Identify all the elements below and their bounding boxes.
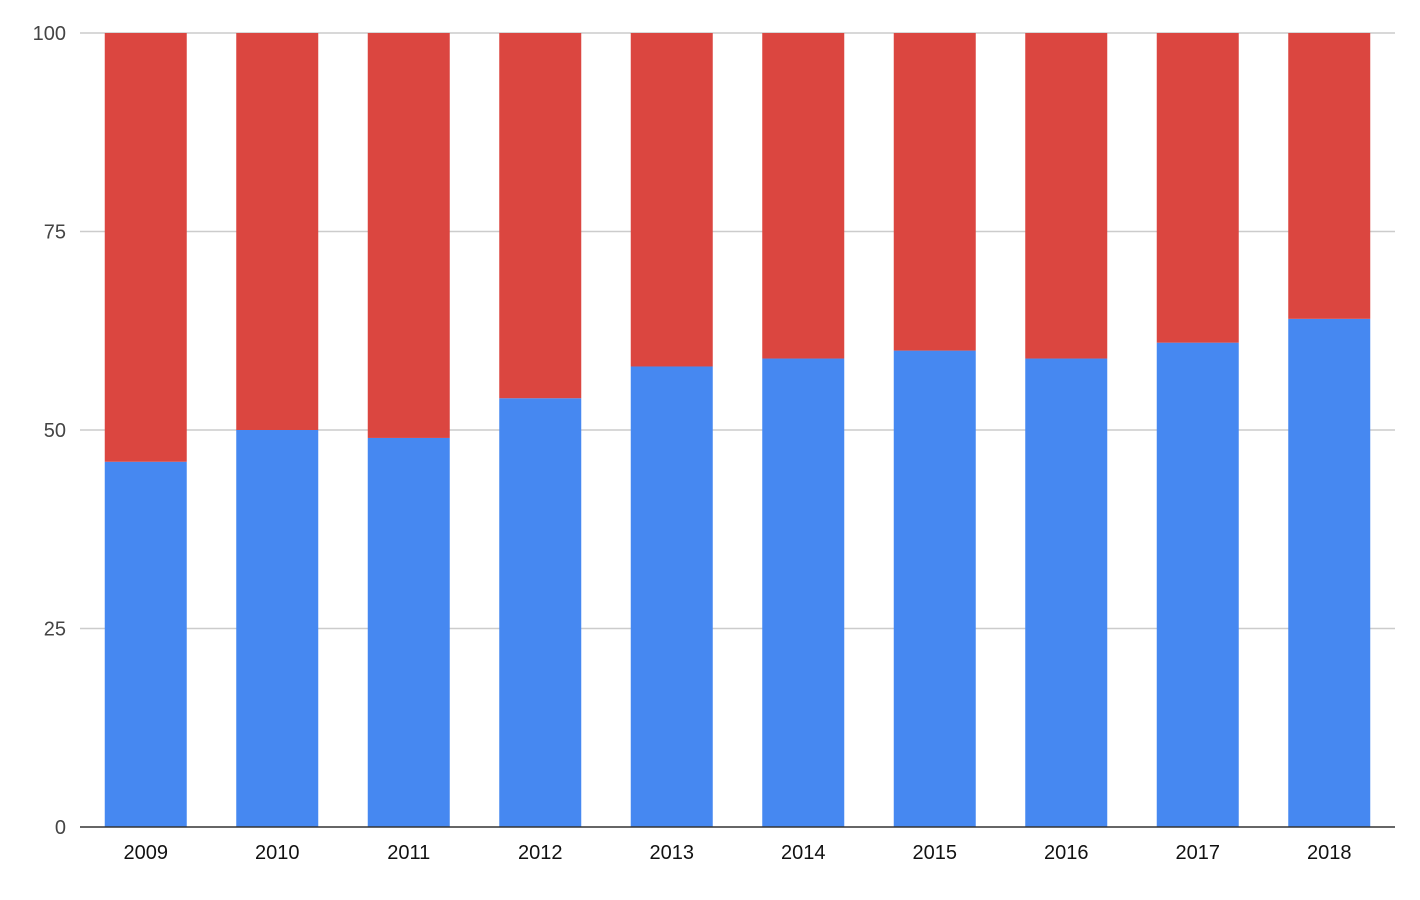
bar-2009-series-2 bbox=[104, 33, 187, 462]
bars bbox=[104, 33, 1371, 827]
bar-2018-series-2 bbox=[1288, 33, 1371, 319]
bar-2010-series-2 bbox=[236, 33, 319, 430]
y-axis-ticks: 0 25 50 75 100 bbox=[33, 23, 66, 839]
x-axis-ticks: 2009 2010 2011 2012 2013 2014 2015 2016 2017 2018 bbox=[124, 842, 1352, 864]
y-tick-label: 50 bbox=[44, 420, 66, 442]
bar-2011-series-2 bbox=[367, 33, 450, 438]
bar-2012-series-2 bbox=[499, 33, 582, 399]
bar-2013-series-1 bbox=[630, 366, 713, 827]
bar-2012-series-1 bbox=[499, 398, 582, 827]
bar-2015-series-1 bbox=[893, 350, 976, 827]
bar-2010-series-1 bbox=[236, 430, 319, 827]
bar-2014-series-2 bbox=[762, 33, 845, 359]
x-tick-label: 2013 bbox=[650, 842, 695, 864]
bar-2011-series-1 bbox=[367, 437, 450, 827]
x-tick-label: 2014 bbox=[781, 842, 826, 864]
x-tick-label: 2010 bbox=[255, 842, 300, 864]
x-tick-label: 2012 bbox=[518, 842, 563, 864]
x-tick-label: 2009 bbox=[124, 842, 169, 864]
bar-2009-series-1 bbox=[104, 461, 187, 827]
bar-2014-series-1 bbox=[762, 358, 845, 827]
bar-2015-series-2 bbox=[893, 33, 976, 351]
x-tick-label: 2015 bbox=[913, 842, 958, 864]
bar-2018-series-1 bbox=[1288, 318, 1371, 827]
x-tick-label: 2018 bbox=[1307, 842, 1352, 864]
y-tick-label: 25 bbox=[44, 619, 66, 641]
bar-2013-series-2 bbox=[630, 33, 713, 367]
y-tick-label: 0 bbox=[55, 817, 66, 839]
x-tick-label: 2017 bbox=[1176, 842, 1221, 864]
bar-2017-series-1 bbox=[1156, 342, 1239, 827]
bar-2017-series-2 bbox=[1156, 33, 1239, 343]
bar-2016-series-2 bbox=[1025, 33, 1108, 359]
y-tick-label: 75 bbox=[44, 222, 66, 244]
x-tick-label: 2016 bbox=[1044, 842, 1089, 864]
bar-2016-series-1 bbox=[1025, 358, 1108, 827]
x-tick-label: 2011 bbox=[387, 842, 430, 864]
y-tick-label: 100 bbox=[33, 23, 66, 45]
